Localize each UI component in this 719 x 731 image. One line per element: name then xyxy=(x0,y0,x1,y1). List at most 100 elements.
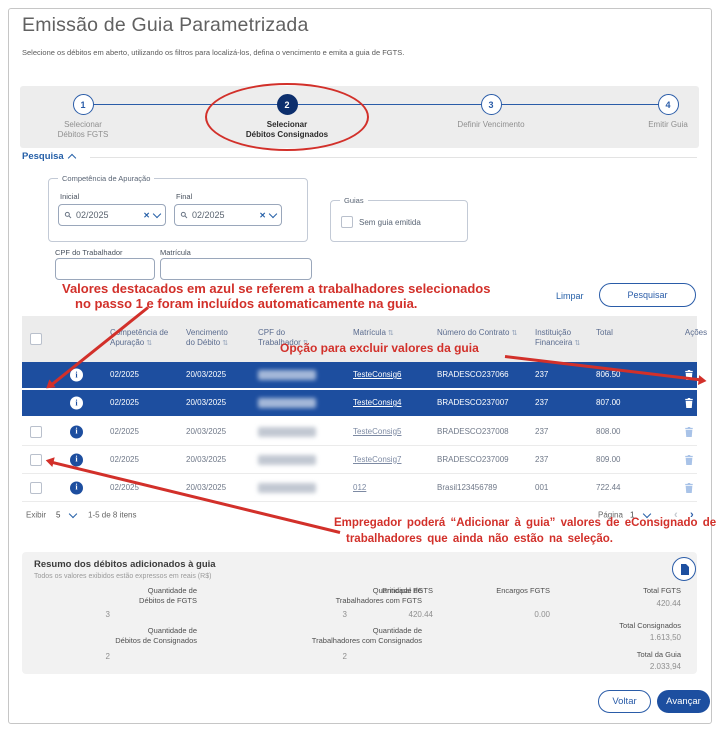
cell-competencia: 02/2025 xyxy=(110,454,139,464)
input-competencia-inicial[interactable]: 02/2025 ✕ xyxy=(58,204,166,226)
resumo-print-button[interactable] xyxy=(672,557,696,581)
total-fgts-label: Total FGTS xyxy=(643,586,681,595)
chevron-right-icon[interactable]: › xyxy=(690,509,694,521)
info-icon[interactable]: i xyxy=(70,425,83,438)
fieldset-competencia-legend: Competência de Apuração xyxy=(58,174,155,183)
pesquisar-button[interactable]: Pesquisar xyxy=(599,283,696,307)
matricula-input[interactable] xyxy=(160,258,312,280)
stepper-connector xyxy=(83,104,668,105)
cell-instituicao: 237 xyxy=(535,454,549,464)
matricula-link[interactable]: TesteConsig7 xyxy=(353,454,402,464)
step-4-emitir-guia[interactable]: 4 Emitir Guia xyxy=(608,94,719,130)
total-guia-label: Total da Guia xyxy=(636,650,681,659)
row-checkbox[interactable] xyxy=(30,481,42,494)
chevron-down-icon[interactable] xyxy=(152,209,162,219)
label-inicial: Inicial xyxy=(60,192,80,201)
trash-icon[interactable] xyxy=(684,454,708,465)
cpf-redacted xyxy=(258,426,316,437)
qtd-trabalhadores-consignados-label: Quantidade de Trabalhadores com Consignad… xyxy=(311,626,422,645)
collapse-caret-icon xyxy=(67,153,76,162)
page-size-dropdown[interactable] xyxy=(68,509,78,519)
col-header-contrato[interactable]: Número do Contrato ⇅ xyxy=(437,328,518,337)
cell-total: 722.44 xyxy=(596,482,621,492)
cell-total: 809.00 xyxy=(596,454,621,464)
matricula-link[interactable]: TesteConsig4 xyxy=(353,398,402,407)
info-icon[interactable]: i xyxy=(70,481,83,494)
page-number: 1 xyxy=(630,510,635,520)
cpf-redacted xyxy=(258,454,316,465)
cell-contrato: Brasil123456789 xyxy=(437,482,498,492)
sort-icon: ⇅ xyxy=(574,340,581,347)
info-icon[interactable]: i xyxy=(70,368,83,382)
step-1-selecionar-debitos-fgts[interactable]: 1 Selecionar Débitos FGTS xyxy=(23,94,143,139)
limpar-link[interactable]: Limpar xyxy=(556,291,584,301)
annotation-note3-line1: Empregador poderá “Adicionar à guia” val… xyxy=(334,517,717,529)
cell-contrato: BRADESCO237066 xyxy=(437,370,509,379)
cell-vencimento: 20/03/2025 xyxy=(186,454,227,464)
qtd-debitos-consignados-value: 2 xyxy=(105,652,110,661)
cell-total: 808.00 xyxy=(596,426,621,436)
sem-guia-emitida-checkbox[interactable] xyxy=(341,216,353,228)
resumo-box: Resumo dos débitos adicionados à guia To… xyxy=(22,552,697,674)
sort-icon: ⇅ xyxy=(146,340,153,347)
sort-icon: ⇅ xyxy=(222,340,229,347)
cell-instituicao: 237 xyxy=(535,370,549,379)
matricula-link[interactable]: TesteConsig5 xyxy=(353,426,402,436)
col-header-competencia[interactable]: Competência de Apuração ⇅ xyxy=(110,328,169,347)
total-guia-value: 2.033,94 xyxy=(649,662,681,671)
select-all-checkbox[interactable] xyxy=(30,333,42,345)
label-matricula: Matrícula xyxy=(160,248,191,257)
cell-competencia: 02/2025 xyxy=(110,426,139,436)
cell-vencimento: 20/03/2025 xyxy=(186,426,227,436)
matricula-link[interactable]: 012 xyxy=(353,482,367,492)
chevron-down-icon[interactable] xyxy=(268,209,278,219)
fieldset-guias-legend: Guias xyxy=(340,196,368,205)
step-4-circle: 4 xyxy=(657,94,679,115)
col-header-matricula[interactable]: Matrícula ⇅ xyxy=(353,328,394,337)
qtd-trabalhadores-consignados-value: 2 xyxy=(342,652,347,661)
resumo-subtitle: Todos os valores exibidos estão expresso… xyxy=(34,573,212,580)
pesquisa-divider xyxy=(90,157,697,158)
col-header-cpf[interactable]: CPF do Trabalhador ⇅ xyxy=(258,328,309,347)
col-header-total: Total xyxy=(596,328,613,337)
resumo-title: Resumo dos débitos adicionados à guia xyxy=(34,559,216,570)
trash-icon[interactable] xyxy=(684,398,708,409)
cell-competencia: 02/2025 xyxy=(110,482,139,492)
chevron-left-icon[interactable]: ‹ xyxy=(674,509,678,521)
info-icon[interactable]: i xyxy=(70,453,83,466)
annotation-note3-line2: trabalhadores que ainda não estão na sel… xyxy=(346,533,614,545)
pesquisa-toggle[interactable]: Pesquisa xyxy=(22,151,76,162)
col-header-vencimento[interactable]: Vencimento do Débito ⇅ xyxy=(186,328,229,347)
matricula-link[interactable]: TesteConsig6 xyxy=(353,370,402,379)
row-checkbox[interactable] xyxy=(30,425,42,438)
cell-total: 807.00 xyxy=(596,398,621,407)
cell-vencimento: 20/03/2025 xyxy=(186,482,227,492)
cpf-trabalhador-input[interactable] xyxy=(55,258,155,280)
cell-total: 806.50 xyxy=(596,370,621,379)
avancar-button[interactable]: Avançar xyxy=(657,690,710,713)
cpf-redacted xyxy=(258,398,316,408)
items-range: 1-5 de 8 itens xyxy=(88,510,137,520)
info-icon[interactable]: i xyxy=(70,396,83,410)
clear-icon[interactable]: ✕ xyxy=(259,210,266,220)
sem-guia-emitida-label: Sem guia emitida xyxy=(359,217,421,227)
trash-icon[interactable] xyxy=(684,482,708,493)
pesquisa-label: Pesquisa xyxy=(22,151,64,162)
qtd-trabalhadores-fgts-label: Quantidade de Trabalhadores com FGTS xyxy=(335,586,422,605)
qtd-debitos-consignados-label: Quantidade de Débitos de Consignados xyxy=(115,626,197,645)
input-competencia-final[interactable]: 02/2025 ✕ xyxy=(174,204,282,226)
cell-instituicao: 001 xyxy=(535,482,549,492)
page-title: Emissão de Guia Parametrizada xyxy=(22,14,309,36)
label-final: Final xyxy=(176,192,193,201)
cell-instituicao: 237 xyxy=(535,398,549,407)
voltar-button[interactable]: Voltar xyxy=(598,690,651,713)
table-header: Competência de Apuração ⇅ Vencimento do D… xyxy=(22,316,707,362)
col-header-instituicao[interactable]: Instituição Financeira ⇅ xyxy=(535,328,581,347)
trash-icon[interactable] xyxy=(684,426,708,437)
clear-icon[interactable]: ✕ xyxy=(143,210,150,220)
row-checkbox[interactable] xyxy=(30,453,42,466)
pagination: Exibir 5 1-5 de 8 itens Página 1 ‹ › xyxy=(22,502,697,528)
search-icon xyxy=(64,211,72,219)
step-3-definir-vencimento[interactable]: 3 Definir Vencimento xyxy=(431,94,551,130)
